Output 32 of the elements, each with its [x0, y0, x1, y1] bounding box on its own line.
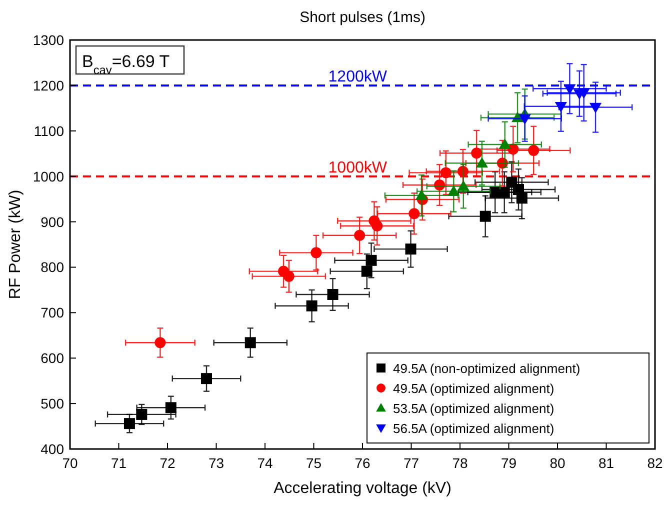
x-tick-label: 70	[62, 455, 78, 471]
ref-line-label: 1200kW	[328, 68, 388, 86]
legend-label: 49.5A (non-optimized alignment)	[393, 361, 580, 376]
y-tick-label: 400	[40, 441, 64, 457]
y-tick-label: 1300	[32, 32, 64, 48]
x-tick-label: 78	[452, 455, 468, 471]
x-tick-label: 82	[647, 455, 663, 471]
x-tick-label: 71	[110, 455, 127, 471]
x-tick-label: 72	[160, 455, 176, 471]
x-tick-label: 76	[354, 455, 370, 471]
y-tick-label: 1100	[34, 122, 64, 139]
x-tick-label: 73	[208, 455, 224, 471]
y-tick-label: 1000	[32, 168, 64, 184]
x-axis-title: Accelerating voltage (kV)	[274, 480, 452, 497]
y-tick-label: 800	[40, 259, 64, 276]
x-tick-label: 81	[598, 455, 614, 471]
x-tick-label: 74	[257, 455, 273, 471]
legend-label: 56.5A (optimized alignment)	[393, 421, 554, 436]
x-tick-label: 79	[500, 455, 517, 471]
legend-label: 49.5A (optimized alignment)	[393, 381, 554, 396]
y-tick-label: 600	[40, 350, 64, 366]
y-tick-label: 700	[40, 304, 64, 321]
chart-title: Short pulses (1ms)	[300, 9, 426, 26]
x-tick-label: 75	[306, 455, 322, 471]
y-tick-label: 500	[40, 396, 64, 412]
y-tick-label: 1200	[32, 77, 64, 94]
legend-label: 53.5A (optimized alignment)	[393, 401, 554, 416]
y-axis-title: RF Power (kW)	[7, 190, 24, 300]
x-tick-label: 80	[550, 455, 566, 471]
y-tick-label: 900	[40, 214, 64, 230]
x-tick-label: 77	[403, 455, 420, 471]
ref-line-label: 1000kW	[328, 159, 388, 176]
